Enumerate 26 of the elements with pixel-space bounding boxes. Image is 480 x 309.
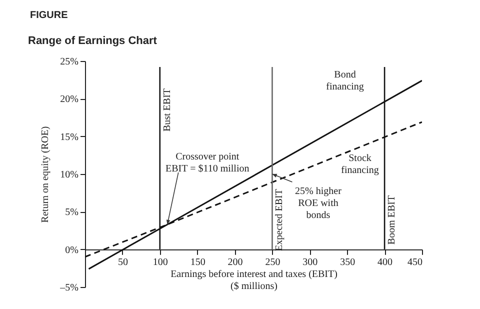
x-tick-label: 150 — [190, 256, 206, 268]
y-tick-label: 25% — [60, 56, 78, 68]
y-axis-title: Return on equity (ROE) — [40, 126, 52, 223]
x-tick-label: 400 — [378, 256, 393, 268]
x-tick-label: 450 — [408, 256, 422, 268]
ref-line-label: Bust EBIT — [162, 88, 173, 132]
y-tick-label: 0% — [65, 244, 78, 256]
chart-title: Range of Earnings Chart — [28, 35, 158, 47]
x-tick-label: 200 — [228, 256, 243, 268]
y-tick-label: 15% — [60, 132, 78, 143]
y-tick-label: –5% — [59, 282, 78, 294]
x-axis-title: Earnings before interest and taxes (EBIT) ($ millions) — [170, 268, 338, 292]
ref-line-label: Boom EBIT — [386, 195, 398, 245]
series-label: Stock financing — [341, 153, 379, 176]
y-tick-label: 10% — [60, 170, 78, 180]
series-label: Bond financing — [326, 70, 364, 93]
text: FIGURE — [30, 10, 68, 21]
x-tick-label: 350 — [340, 256, 356, 268]
x-tick-label: 300 — [302, 256, 318, 268]
y-tick-label: 5% — [65, 207, 78, 218]
annotation: Crossover point EBIT = $110 million — [166, 151, 250, 174]
x-tick-label: 250 — [265, 256, 280, 268]
annotation: 25% higher ROE with bonds — [295, 186, 342, 221]
y-tick-label: 20% — [60, 94, 78, 106]
x-tick-label: 100 — [152, 256, 168, 268]
x-tick-label: 50 — [118, 256, 128, 268]
